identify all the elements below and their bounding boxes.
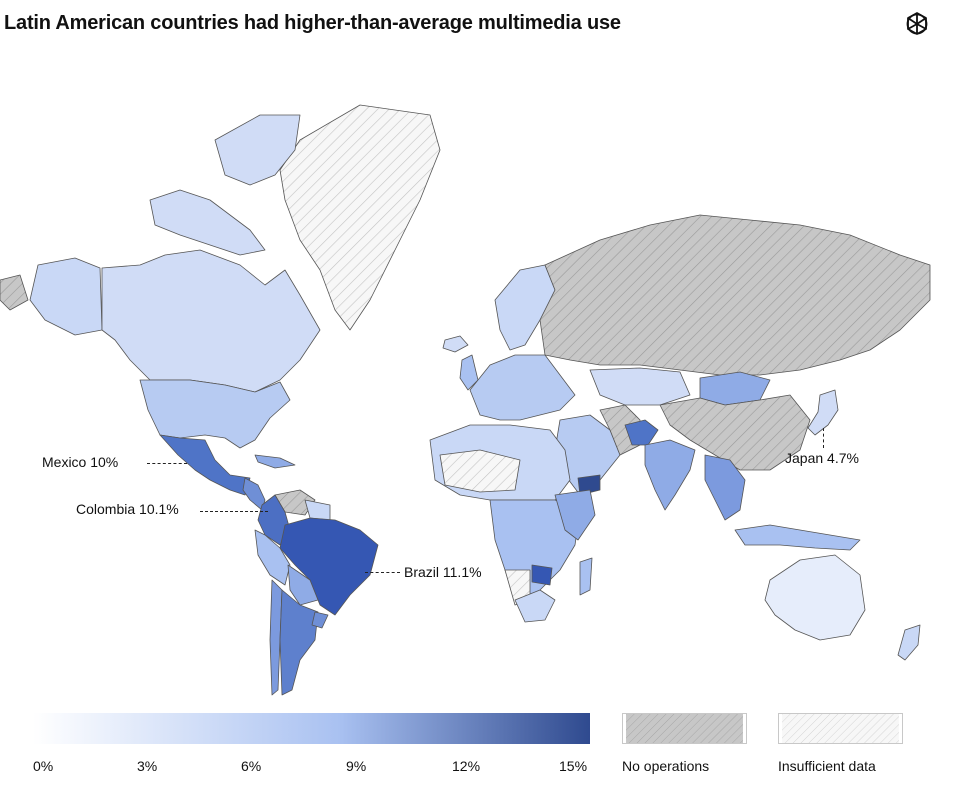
map-title: Latin American countries had higher-than…: [4, 12, 621, 34]
country-japan: [807, 389, 839, 436]
country-sahel: [439, 449, 521, 493]
annotation-japan: Japan 4.7%: [785, 450, 859, 466]
legend-insufficient-data-swatch: [778, 713, 903, 744]
country-new-zealand: [897, 624, 921, 661]
country-afghanistan: [624, 419, 659, 446]
country-canada-islands: [149, 189, 266, 256]
country-canada-north: [214, 114, 301, 186]
annotation-mexico: Mexico 10%: [42, 454, 119, 470]
country-se-asia: [704, 454, 746, 521]
legend-tick-1: 3%: [137, 758, 158, 774]
country-yemen: [577, 474, 601, 496]
leader-mexico: [147, 463, 187, 464]
legend-tick-2: 6%: [241, 758, 262, 774]
annotation-colombia: Colombia 10.1%: [76, 501, 179, 517]
country-australia: [764, 554, 866, 641]
country-alaska: [29, 257, 103, 336]
country-china: [659, 394, 811, 471]
legend-no-operations-swatch: [622, 713, 747, 744]
country-east-siberia: [0, 274, 29, 311]
country-south-africa: [514, 589, 556, 623]
country-bolivia: [287, 564, 319, 606]
country-uk: [459, 354, 479, 391]
country-argentina: [279, 589, 319, 696]
annotation-brazil: Brazil 11.1%: [404, 564, 482, 580]
country-india: [644, 439, 696, 511]
legend-color-scale: [33, 713, 590, 744]
leader-brazil: [365, 572, 400, 573]
legend-tick-5: 15%: [559, 758, 588, 774]
country-peru: [254, 529, 291, 586]
country-indonesia: [734, 524, 861, 551]
country-zimbabwe: [531, 564, 553, 586]
country-canada: [101, 249, 321, 393]
country-greenland: [279, 104, 441, 331]
legend-tick-3: 9%: [346, 758, 367, 774]
openai-logo-icon: [906, 12, 928, 35]
legend-insufficient-data-label: Insufficient data: [778, 758, 876, 774]
country-russia: [539, 214, 931, 376]
legend-tick-0: 0%: [33, 758, 54, 774]
country-uruguay: [311, 611, 329, 629]
country-caribbean: [254, 454, 296, 469]
leader-colombia: [200, 511, 268, 512]
country-guianas: [304, 499, 331, 521]
country-east-africa: [554, 489, 596, 541]
country-europe: [469, 354, 576, 421]
world-map: [0, 104, 931, 696]
legend-tick-4: 12%: [452, 758, 481, 774]
country-madagascar: [579, 557, 593, 596]
country-brazil: [279, 517, 379, 616]
country-iceland: [442, 335, 469, 353]
legend-no-operations-label: No operations: [622, 758, 710, 774]
country-kazakhstan: [589, 367, 691, 406]
leader-japan: [823, 428, 824, 448]
